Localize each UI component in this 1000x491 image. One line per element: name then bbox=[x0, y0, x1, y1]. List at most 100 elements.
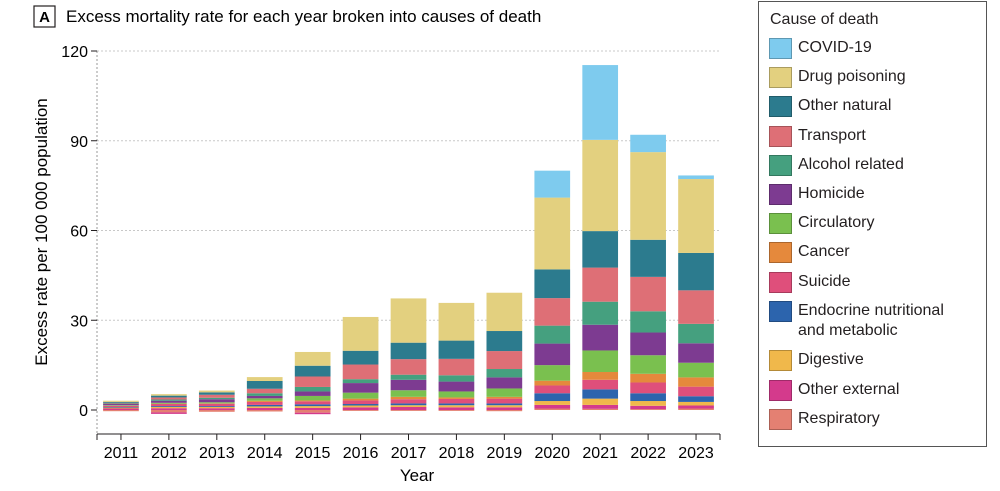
bar-segment bbox=[198, 390, 235, 393]
bar-segment bbox=[486, 369, 523, 378]
bar-segment bbox=[246, 407, 283, 410]
bar-segment bbox=[630, 134, 666, 153]
bar-segment bbox=[246, 404, 283, 407]
bar-segment bbox=[198, 408, 235, 410]
bar-segment bbox=[294, 386, 331, 392]
bar-segment bbox=[342, 405, 379, 408]
x-tick-label: 2013 bbox=[199, 445, 235, 462]
bar-segment bbox=[582, 372, 619, 380]
bar-segment bbox=[678, 362, 714, 378]
legend-label: Homicide bbox=[798, 185, 865, 202]
y-tick-label: 120 bbox=[61, 44, 88, 61]
x-tick-label: 2019 bbox=[487, 445, 523, 462]
bar-segment bbox=[438, 391, 475, 398]
bar-segment bbox=[342, 316, 379, 351]
bar-segment-negative bbox=[294, 412, 331, 415]
bar-segment bbox=[151, 407, 187, 409]
bar-segment bbox=[534, 365, 571, 381]
bar-segment bbox=[678, 252, 714, 291]
bar-segment bbox=[390, 379, 427, 391]
bar-segment bbox=[438, 302, 475, 341]
bar-stack-2014 bbox=[246, 377, 283, 412]
bar-segment bbox=[486, 331, 523, 352]
legend-swatch bbox=[769, 96, 792, 118]
x-tick-label: 2011 bbox=[104, 445, 139, 462]
bar-segment bbox=[103, 407, 139, 408]
x-tick-label: 2016 bbox=[343, 445, 379, 462]
bar-segment bbox=[151, 404, 187, 407]
x-tick-label: 2014 bbox=[247, 445, 283, 462]
bar-segment bbox=[678, 386, 714, 397]
legend-label: Other natural bbox=[798, 97, 892, 115]
bar-segment bbox=[246, 388, 283, 394]
bar-segment bbox=[630, 393, 666, 402]
bar-segment bbox=[103, 400, 139, 402]
legend-item: Drug poisoning bbox=[769, 67, 984, 89]
bar-segment bbox=[582, 324, 619, 351]
legend-label: Endocrine nutritional and metabolic bbox=[798, 301, 944, 339]
chart-title: Excess mortality rate for each year brok… bbox=[66, 7, 541, 26]
bar-stack-2019 bbox=[486, 292, 523, 412]
legend-label: Suicide bbox=[798, 272, 851, 290]
bar-segment bbox=[486, 351, 523, 370]
bar-segment bbox=[438, 358, 475, 376]
bar-stack-2021 bbox=[582, 65, 619, 410]
legend-label: Other external bbox=[798, 380, 900, 398]
x-tick-label: 2022 bbox=[630, 445, 666, 462]
bar-segment bbox=[582, 389, 619, 399]
bar-segment bbox=[534, 298, 571, 326]
bar-segment bbox=[534, 269, 571, 299]
bar-segment-negative bbox=[198, 410, 235, 412]
y-tick-label: 60 bbox=[70, 224, 88, 241]
bar-segment bbox=[678, 377, 714, 387]
x-tick-label: 2012 bbox=[151, 445, 187, 462]
bar-segment bbox=[342, 350, 379, 365]
bar-segment bbox=[246, 401, 283, 405]
legend-swatch bbox=[769, 125, 792, 147]
bar-segment bbox=[486, 396, 523, 399]
legend-item: Endocrine nutritional and metabolic bbox=[769, 300, 984, 341]
bar-stack-2016 bbox=[342, 316, 379, 411]
bar-segment bbox=[438, 407, 475, 410]
bar-segment bbox=[294, 391, 331, 396]
bar-segment bbox=[534, 197, 571, 270]
y-tick-label: 90 bbox=[70, 134, 88, 151]
bar-segment bbox=[630, 405, 666, 410]
legend-swatch bbox=[769, 154, 792, 176]
legend-label: Circulatory bbox=[798, 214, 875, 232]
legend-swatch bbox=[769, 184, 792, 205]
bar-segment bbox=[678, 323, 714, 344]
bar-segment bbox=[486, 403, 523, 406]
legend-item: Alcohol related bbox=[769, 154, 984, 176]
y-axis-label: Excess rate per 100 000 population bbox=[32, 98, 51, 365]
bar-segment bbox=[534, 408, 571, 410]
bar-segment bbox=[678, 343, 714, 363]
x-axis-ticks: 2011 2012 2013 2014 2015 2016 2017 2018 2019 2020… bbox=[96, 433, 721, 462]
bar-segment bbox=[151, 402, 187, 404]
bar-segment bbox=[103, 402, 139, 404]
bar-segment bbox=[294, 365, 331, 377]
legend-label: Digestive bbox=[798, 351, 864, 369]
bar-segment bbox=[678, 396, 714, 402]
bar-segment bbox=[103, 404, 139, 406]
bar-segment bbox=[151, 400, 187, 403]
bar-segment bbox=[390, 390, 427, 397]
bar-stack-2011 bbox=[103, 400, 139, 412]
bar-segment bbox=[390, 298, 427, 343]
bar-segment bbox=[582, 398, 619, 405]
legend-title: Cause of death bbox=[770, 11, 879, 28]
bar-segment bbox=[678, 405, 714, 409]
bar-segment bbox=[246, 380, 283, 389]
legend-swatch bbox=[769, 38, 792, 59]
x-axis-label: Year bbox=[400, 466, 435, 485]
bar-segment bbox=[582, 379, 619, 390]
legend-item: Respiratory bbox=[769, 408, 984, 430]
bar-segment bbox=[198, 403, 235, 407]
bar-segment bbox=[630, 152, 666, 240]
bar-segment bbox=[246, 377, 283, 381]
bar-segment-negative bbox=[246, 410, 283, 412]
bar-segment bbox=[534, 380, 571, 386]
legend-swatch bbox=[769, 300, 792, 322]
bar-segment bbox=[438, 398, 475, 404]
bar-segment bbox=[246, 400, 283, 402]
